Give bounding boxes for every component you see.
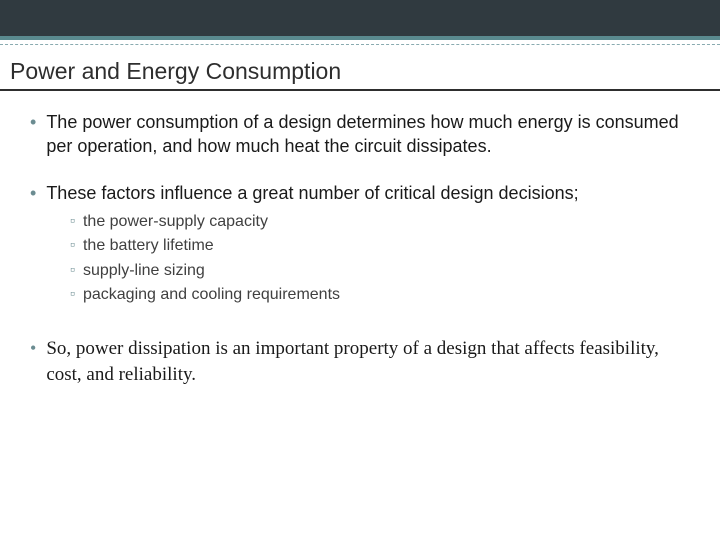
sub-bullet-text: supply-line sizing [83,260,205,282]
bullet-marker-icon: • [30,110,36,159]
slide-title: Power and Energy Consumption [10,58,710,85]
sub-bullet-marker-icon: ▫ [70,235,75,257]
bullet-text: So, power dissipation is an important pr… [46,336,690,387]
bullet-item: • These factors influence a great number… [30,181,690,205]
bullet-item: • The power consumption of a design dete… [30,110,690,159]
sub-bullet-item: ▫ the power-supply capacity [70,211,690,233]
sub-bullet-text: packaging and cooling requirements [83,284,340,306]
bullet-text: The power consumption of a design determ… [46,110,690,159]
sub-bullet-text: the power-supply capacity [83,211,268,233]
slide-title-container: Power and Energy Consumption [0,58,720,91]
sub-bullet-item: ▫ packaging and cooling requirements [70,284,690,306]
header-accent [0,36,720,50]
slide-content: • The power consumption of a design dete… [30,110,690,410]
sub-bullet-item: ▫ supply-line sizing [70,260,690,282]
bullet-item: • So, power dissipation is an important … [30,336,690,387]
sub-bullet-item: ▫ the battery lifetime [70,235,690,257]
bullet-marker-icon: • [30,181,36,205]
bullet-marker-icon: • [30,336,36,387]
sub-bullet-marker-icon: ▫ [70,260,75,282]
sub-bullet-text: the battery lifetime [83,235,214,257]
header-band [0,0,720,36]
sub-bullet-list: ▫ the power-supply capacity ▫ the batter… [70,211,690,307]
bullet-text: These factors influence a great number o… [46,181,578,205]
sub-bullet-marker-icon: ▫ [70,211,75,233]
sub-bullet-marker-icon: ▫ [70,284,75,306]
